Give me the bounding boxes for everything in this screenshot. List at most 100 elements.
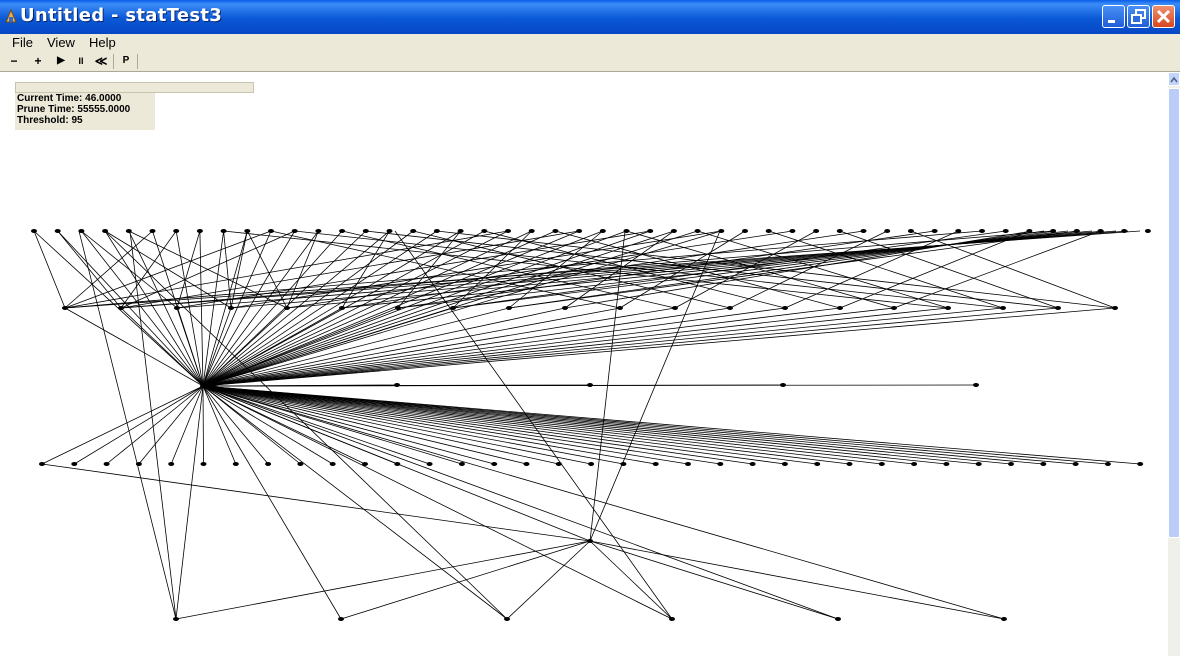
graph-canvas[interactable]: Current Time: 46.0000 Prune Time: 55555.…	[0, 72, 1168, 656]
graph-edge	[202, 230, 651, 387]
graph-edge	[202, 230, 272, 387]
graph-node	[576, 229, 583, 233]
graph-edge	[104, 230, 508, 620]
minimize-button[interactable]	[1102, 5, 1125, 28]
menu-file[interactable]: File	[12, 35, 33, 50]
graph-node	[291, 229, 298, 233]
graph-edge	[64, 230, 983, 309]
menu-view[interactable]: View	[47, 35, 75, 50]
graph-edge	[175, 540, 591, 620]
restore-button[interactable]	[1127, 5, 1150, 28]
graph-node	[457, 229, 464, 233]
graph-edge	[202, 385, 559, 465]
graph-edge	[589, 230, 721, 542]
graph-node	[54, 229, 61, 233]
graph-edge	[564, 230, 1033, 309]
graph-node	[765, 229, 772, 233]
graph-edge	[270, 230, 621, 309]
close-button[interactable]	[1152, 5, 1175, 28]
graph-edge	[202, 385, 673, 620]
graph-edge	[202, 385, 1076, 465]
p-icon[interactable]: P	[122, 55, 130, 66]
graph-edge	[784, 230, 959, 309]
graph-edge	[589, 540, 673, 620]
graph-node	[587, 539, 593, 543]
graph-edge	[202, 307, 895, 387]
graph-edge	[484, 230, 786, 309]
graph-node	[1073, 229, 1080, 233]
rewind-icon[interactable]: ≪	[94, 54, 108, 68]
graph-edge	[202, 385, 333, 465]
graph-node	[174, 306, 180, 310]
graph-edge	[202, 230, 580, 387]
plus-icon[interactable]: +	[34, 54, 42, 68]
graph-node	[78, 229, 85, 233]
graph-edge	[839, 230, 1059, 309]
chevron-up-icon	[1170, 76, 1178, 83]
graph-node	[62, 306, 68, 310]
graph-edge	[202, 385, 508, 620]
graph-node	[528, 229, 535, 233]
graph-node	[685, 462, 691, 466]
graph-node	[102, 229, 109, 233]
graph-node	[1121, 229, 1128, 233]
toolbar: − + ▶ II ≪ P	[0, 52, 1180, 72]
graph-edge	[202, 307, 841, 387]
graph-drawing	[31, 229, 1151, 621]
progress-bar	[15, 82, 254, 93]
prune-time-label: Prune Time: 55555.0000	[17, 104, 131, 115]
scroll-up-button[interactable]	[1168, 72, 1180, 86]
graph-node	[506, 306, 512, 310]
vertical-scrollbar[interactable]	[1168, 72, 1180, 656]
graph-node	[1072, 462, 1079, 466]
graph-edge	[64, 307, 204, 387]
graph-edge	[202, 385, 979, 465]
graph-edge	[768, 230, 1004, 309]
graph-edge	[120, 230, 177, 309]
graph-node	[552, 229, 559, 233]
graph-node	[265, 462, 272, 466]
graph-edge	[202, 385, 818, 465]
graph-edge	[202, 385, 689, 465]
window-title: Untitled - statTest3	[20, 5, 223, 26]
graph-node	[362, 229, 369, 233]
menu-help[interactable]: Help	[89, 35, 116, 50]
graph-node	[329, 462, 336, 466]
graph-edge	[506, 540, 591, 620]
graph-node	[395, 306, 401, 310]
graph-edge	[57, 230, 204, 387]
graph-node	[891, 306, 897, 310]
graph-edge	[286, 230, 793, 309]
pause-icon[interactable]: II	[78, 56, 84, 66]
minus-icon[interactable]: −	[10, 54, 18, 68]
graph-node	[173, 229, 180, 233]
graph-edge	[246, 230, 288, 309]
graph-edge	[341, 230, 390, 309]
graph-edge	[729, 230, 888, 309]
graph-edge	[202, 230, 343, 387]
graph-edge	[64, 230, 509, 309]
graph-edge	[202, 307, 676, 387]
graph-node	[907, 229, 914, 233]
graph-node	[617, 306, 623, 310]
graph-node	[1055, 306, 1061, 310]
graph-edge	[202, 385, 1141, 465]
graph-edge	[176, 230, 201, 309]
graph-node	[168, 462, 175, 466]
graph-edge	[202, 230, 296, 387]
graph-edge	[170, 385, 204, 465]
graph-edge	[202, 385, 237, 465]
graph-edge	[120, 230, 1054, 309]
graph-edge	[202, 385, 753, 465]
graph-node	[945, 306, 951, 310]
graph-node	[31, 229, 37, 233]
graph-edge	[555, 230, 841, 309]
play-icon[interactable]: ▶	[57, 55, 65, 66]
graph-edge	[41, 385, 204, 465]
graph-edge	[202, 230, 414, 387]
graph-node	[555, 462, 562, 466]
graph-edge	[589, 540, 1005, 620]
scroll-thumb[interactable]	[1168, 88, 1180, 538]
graph-node	[196, 229, 203, 233]
graph-edge	[589, 540, 839, 620]
